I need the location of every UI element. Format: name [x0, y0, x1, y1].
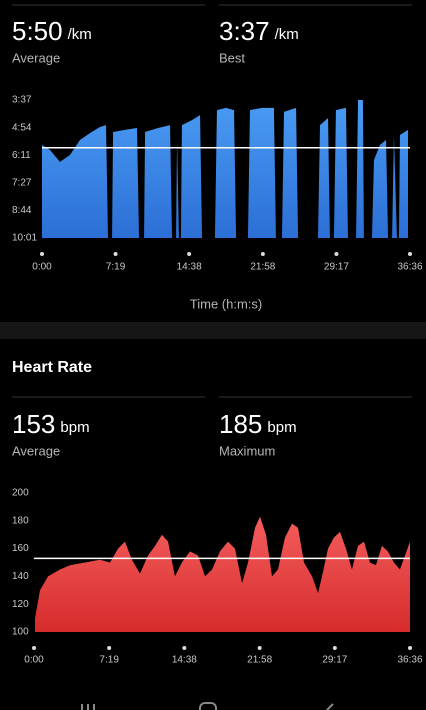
y-tick-label: 180 — [12, 515, 29, 526]
section-title: Heart Rate — [12, 359, 92, 376]
x-tick-label: 7:19 — [106, 262, 126, 273]
stat-label: Average — [12, 50, 60, 65]
y-tick-label: 7:27 — [12, 177, 32, 188]
x-tick-label: 0:00 — [24, 655, 44, 666]
y-tick-label: 120 — [12, 599, 29, 610]
stat-label: Maximum — [219, 443, 275, 458]
stat-unit: bpm — [60, 419, 89, 436]
x-tick-dot — [257, 646, 262, 650]
x-tick-dot — [334, 252, 339, 256]
stat-unit: /km — [275, 26, 299, 43]
x-tick-label: 36:36 — [397, 655, 422, 666]
x-tick-dot — [113, 252, 118, 256]
y-tick-label: 160 — [12, 543, 29, 554]
x-tick-dot — [107, 646, 112, 650]
y-tick-label: 3:37 — [12, 95, 32, 106]
area — [35, 516, 411, 632]
y-tick-label: 8:44 — [12, 205, 32, 216]
y-tick-label: 140 — [12, 571, 29, 582]
x-tick-label: 21:58 — [250, 262, 275, 273]
x-tick-dot — [182, 646, 187, 650]
x-tick-label: 29:17 — [322, 655, 347, 666]
x-tick-label: 0:00 — [32, 262, 52, 273]
x-tick-dot — [332, 646, 337, 650]
x-tick-dot — [408, 646, 412, 650]
nav-bar — [0, 688, 426, 710]
stat-value: 153 — [12, 409, 55, 439]
x-tick-label: 14:38 — [172, 655, 197, 666]
stat-value: 5:50 — [12, 16, 63, 46]
stat-label: Best — [219, 50, 245, 65]
y-tick-label: 100 — [12, 627, 29, 638]
y-tick-label: 6:11 — [12, 150, 31, 161]
x-axis-label: Time (h:m:s) — [190, 296, 262, 311]
area — [42, 100, 408, 238]
y-tick-label: 10:01 — [12, 233, 37, 244]
stat-unit: /km — [68, 26, 92, 43]
x-tick-label: 7:19 — [99, 655, 119, 666]
x-tick-dot — [260, 252, 265, 256]
x-tick-dot — [408, 252, 412, 256]
nav-icons[interactable] — [81, 702, 334, 710]
x-tick-dot — [32, 646, 36, 650]
x-tick-dot — [187, 252, 192, 256]
stat-value: 3:37 — [219, 16, 270, 46]
stat-value: 185 — [219, 409, 262, 439]
y-tick-label: 4:54 — [12, 122, 32, 133]
stat-label: Average — [12, 443, 60, 458]
x-tick-dot — [40, 252, 44, 256]
stat-unit: bpm — [267, 419, 296, 436]
x-tick-label: 21:58 — [247, 655, 272, 666]
section-divider — [0, 322, 426, 339]
x-tick-label: 36:36 — [397, 262, 422, 273]
x-tick-label: 29:17 — [324, 262, 349, 273]
y-tick-label: 200 — [12, 488, 29, 499]
x-tick-label: 14:38 — [177, 262, 202, 273]
